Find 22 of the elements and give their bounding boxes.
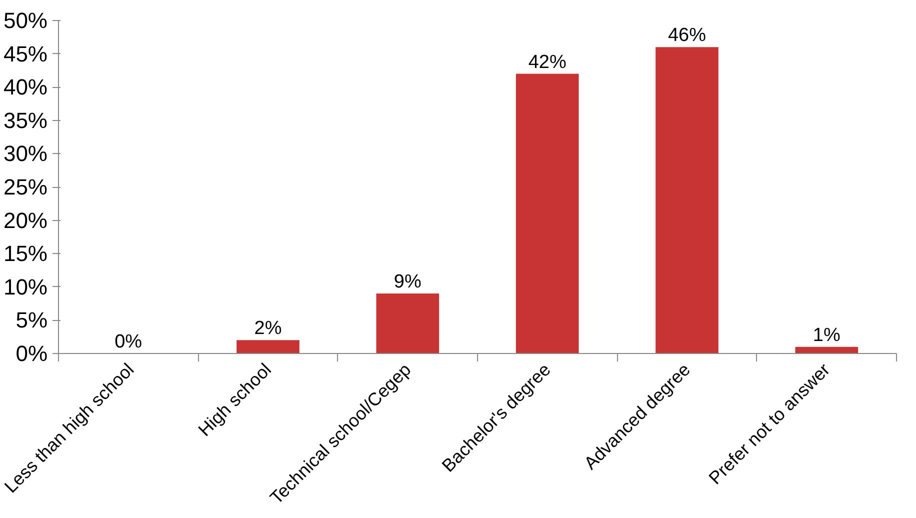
y-tick-label: 45% bbox=[3, 41, 48, 66]
y-tick-label: 25% bbox=[3, 174, 48, 200]
y-tick-label: 5% bbox=[16, 308, 48, 333]
y-tick-label: 15% bbox=[3, 241, 48, 266]
y-tick-label: 50% bbox=[3, 8, 48, 33]
y-tick-label: 10% bbox=[3, 274, 48, 300]
y-tick-label: 30% bbox=[3, 141, 48, 166]
y-tick-label: 20% bbox=[3, 208, 48, 233]
data-label: 42% bbox=[528, 52, 566, 73]
bar bbox=[516, 74, 579, 354]
y-tick-label: 40% bbox=[3, 74, 48, 100]
y-tick-label: 0% bbox=[16, 341, 48, 366]
bar bbox=[795, 346, 858, 354]
data-label: 1% bbox=[812, 324, 841, 346]
data-label: 0% bbox=[114, 332, 142, 352]
bar bbox=[376, 294, 440, 354]
bar bbox=[236, 340, 300, 354]
bar bbox=[656, 47, 718, 354]
data-label: 9% bbox=[394, 272, 422, 293]
y-tick-label: 35% bbox=[3, 108, 48, 133]
data-label: 2% bbox=[254, 318, 282, 340]
data-label: 46% bbox=[668, 25, 706, 46]
